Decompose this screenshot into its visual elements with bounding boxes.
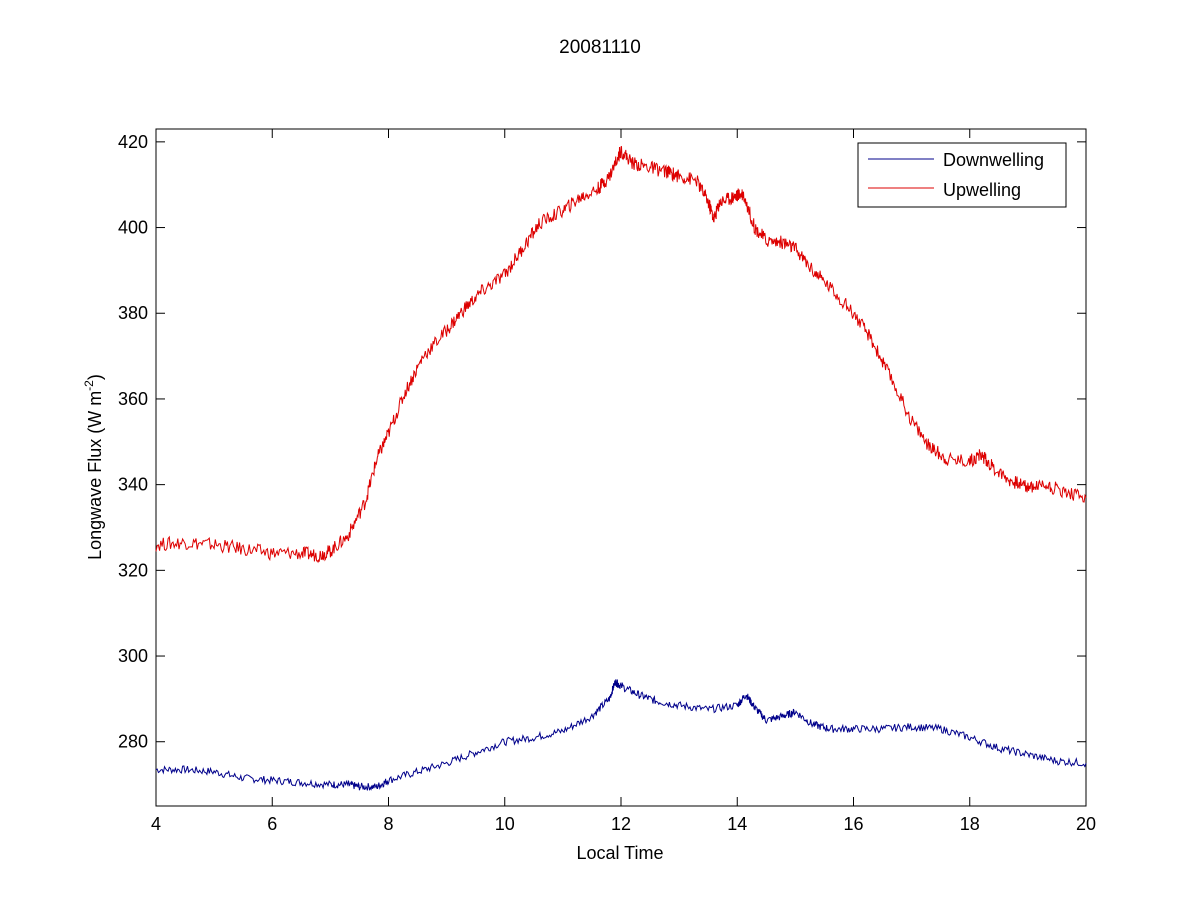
x-axis-label: Local Time bbox=[576, 843, 663, 863]
x-tick-label: 20 bbox=[1076, 814, 1096, 834]
y-tick-label: 300 bbox=[118, 646, 148, 666]
y-axis-label-close: ) bbox=[85, 374, 105, 380]
x-tick-label: 4 bbox=[151, 814, 161, 834]
x-tick-label: 10 bbox=[495, 814, 515, 834]
y-axis-label: Longwave Flux (W m-2) bbox=[82, 374, 105, 560]
series-layer bbox=[155, 145, 1087, 791]
x-tick-label: 12 bbox=[611, 814, 631, 834]
y-tick-label: 420 bbox=[118, 132, 148, 152]
series-line-downwelling bbox=[155, 679, 1087, 791]
plot-area bbox=[155, 128, 1087, 807]
y-axis-label-superscript: -2 bbox=[82, 380, 96, 391]
y-tick-label: 280 bbox=[118, 732, 148, 752]
y-tick-label: 340 bbox=[118, 475, 148, 495]
legend-label-downwelling: Downwelling bbox=[943, 150, 1044, 170]
x-tick-label: 16 bbox=[843, 814, 863, 834]
y-tick-label: 400 bbox=[118, 218, 148, 238]
series-line-upwelling bbox=[155, 145, 1087, 564]
ticks-layer: 4 6 8 10 12 14 16 18 20 280 300 320 340 360 380 400 420 bbox=[118, 129, 1096, 834]
x-tick-label: 14 bbox=[727, 814, 747, 834]
legend: Downwelling Upwelling bbox=[857, 142, 1067, 208]
legend-box bbox=[857, 142, 1067, 208]
chart-title: 20081110 bbox=[559, 37, 641, 58]
x-tick-label: 18 bbox=[960, 814, 980, 834]
y-axis-label-main: Longwave Flux (W m bbox=[85, 391, 105, 560]
x-tick-label: 8 bbox=[383, 814, 393, 834]
x-tick-label: 6 bbox=[267, 814, 277, 834]
y-tick-label: 320 bbox=[118, 560, 148, 580]
y-tick-label: 360 bbox=[118, 389, 148, 409]
y-tick-label: 380 bbox=[118, 303, 148, 323]
legend-label-upwelling: Upwelling bbox=[943, 180, 1021, 200]
